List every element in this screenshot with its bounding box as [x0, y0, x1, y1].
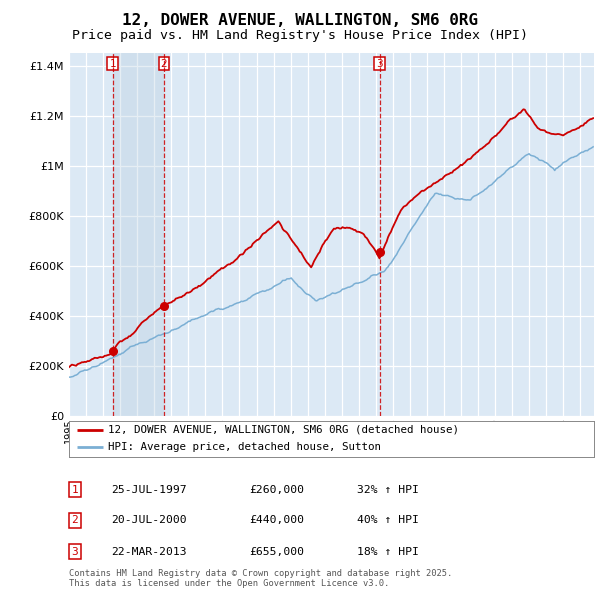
Text: HPI: Average price, detached house, Sutton: HPI: Average price, detached house, Sutt… [109, 442, 382, 452]
Text: £260,000: £260,000 [249, 485, 304, 494]
Text: 32% ↑ HPI: 32% ↑ HPI [357, 485, 419, 494]
Text: 2: 2 [71, 516, 79, 525]
Text: 25-JUL-1997: 25-JUL-1997 [111, 485, 187, 494]
Text: £440,000: £440,000 [249, 516, 304, 525]
Text: Contains HM Land Registry data © Crown copyright and database right 2025.
This d: Contains HM Land Registry data © Crown c… [69, 569, 452, 588]
Text: 40% ↑ HPI: 40% ↑ HPI [357, 516, 419, 525]
Text: 18% ↑ HPI: 18% ↑ HPI [357, 547, 419, 556]
Text: 20-JUL-2000: 20-JUL-2000 [111, 516, 187, 525]
Text: 3: 3 [376, 58, 383, 68]
Text: 12, DOWER AVENUE, WALLINGTON, SM6 0RG (detached house): 12, DOWER AVENUE, WALLINGTON, SM6 0RG (d… [109, 425, 460, 435]
Text: £655,000: £655,000 [249, 547, 304, 556]
Text: 1: 1 [71, 485, 79, 494]
Text: 12, DOWER AVENUE, WALLINGTON, SM6 0RG: 12, DOWER AVENUE, WALLINGTON, SM6 0RG [122, 13, 478, 28]
Bar [113, 53, 164, 416]
Text: Price paid vs. HM Land Registry's House Price Index (HPI): Price paid vs. HM Land Registry's House … [72, 29, 528, 42]
Text: 2: 2 [160, 58, 167, 68]
Text: 22-MAR-2013: 22-MAR-2013 [111, 547, 187, 556]
Text: 1: 1 [109, 58, 116, 68]
Text: 3: 3 [71, 547, 79, 556]
